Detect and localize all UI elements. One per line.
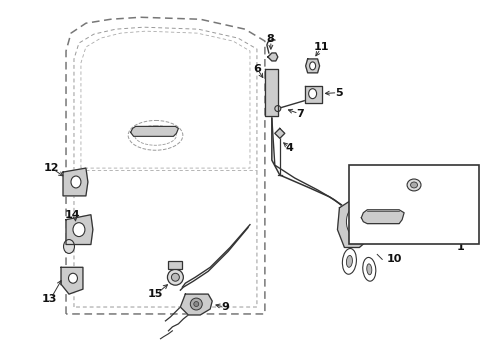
Text: 2: 2	[403, 234, 411, 244]
Ellipse shape	[73, 223, 85, 237]
Polygon shape	[305, 86, 321, 103]
Ellipse shape	[343, 248, 356, 274]
Ellipse shape	[363, 257, 376, 281]
Polygon shape	[306, 59, 319, 73]
Ellipse shape	[64, 239, 74, 253]
Text: 7: 7	[296, 108, 304, 118]
Text: 11: 11	[314, 42, 329, 52]
Text: 3: 3	[435, 195, 442, 205]
Polygon shape	[338, 195, 377, 247]
Polygon shape	[131, 126, 178, 136]
Ellipse shape	[275, 105, 281, 112]
Ellipse shape	[172, 273, 179, 281]
Polygon shape	[63, 168, 88, 196]
Polygon shape	[361, 210, 404, 224]
Ellipse shape	[310, 62, 316, 70]
Ellipse shape	[168, 269, 183, 285]
Polygon shape	[268, 53, 278, 61]
Polygon shape	[265, 69, 278, 116]
Polygon shape	[66, 215, 93, 244]
Text: 9: 9	[221, 302, 229, 312]
Ellipse shape	[194, 302, 199, 306]
Text: 12: 12	[43, 163, 59, 173]
Ellipse shape	[346, 206, 368, 238]
Ellipse shape	[367, 264, 372, 275]
Text: 1: 1	[457, 243, 465, 252]
Bar	[349, 165, 479, 244]
Ellipse shape	[352, 214, 362, 230]
Ellipse shape	[407, 179, 421, 191]
Text: 14: 14	[65, 210, 81, 220]
Ellipse shape	[411, 182, 417, 188]
Ellipse shape	[71, 176, 81, 188]
Text: 6: 6	[253, 64, 261, 74]
Ellipse shape	[69, 273, 77, 283]
Text: 5: 5	[336, 88, 343, 98]
Text: 10: 10	[387, 255, 402, 264]
Text: 13: 13	[42, 294, 57, 304]
Ellipse shape	[190, 298, 202, 310]
Polygon shape	[61, 267, 83, 294]
Polygon shape	[180, 294, 212, 315]
Bar	[169, 261, 182, 269]
Ellipse shape	[309, 89, 317, 99]
Text: 8: 8	[266, 34, 274, 44]
Text: 15: 15	[148, 289, 163, 299]
Ellipse shape	[346, 256, 352, 267]
Text: 4: 4	[286, 143, 294, 153]
Polygon shape	[275, 129, 285, 138]
